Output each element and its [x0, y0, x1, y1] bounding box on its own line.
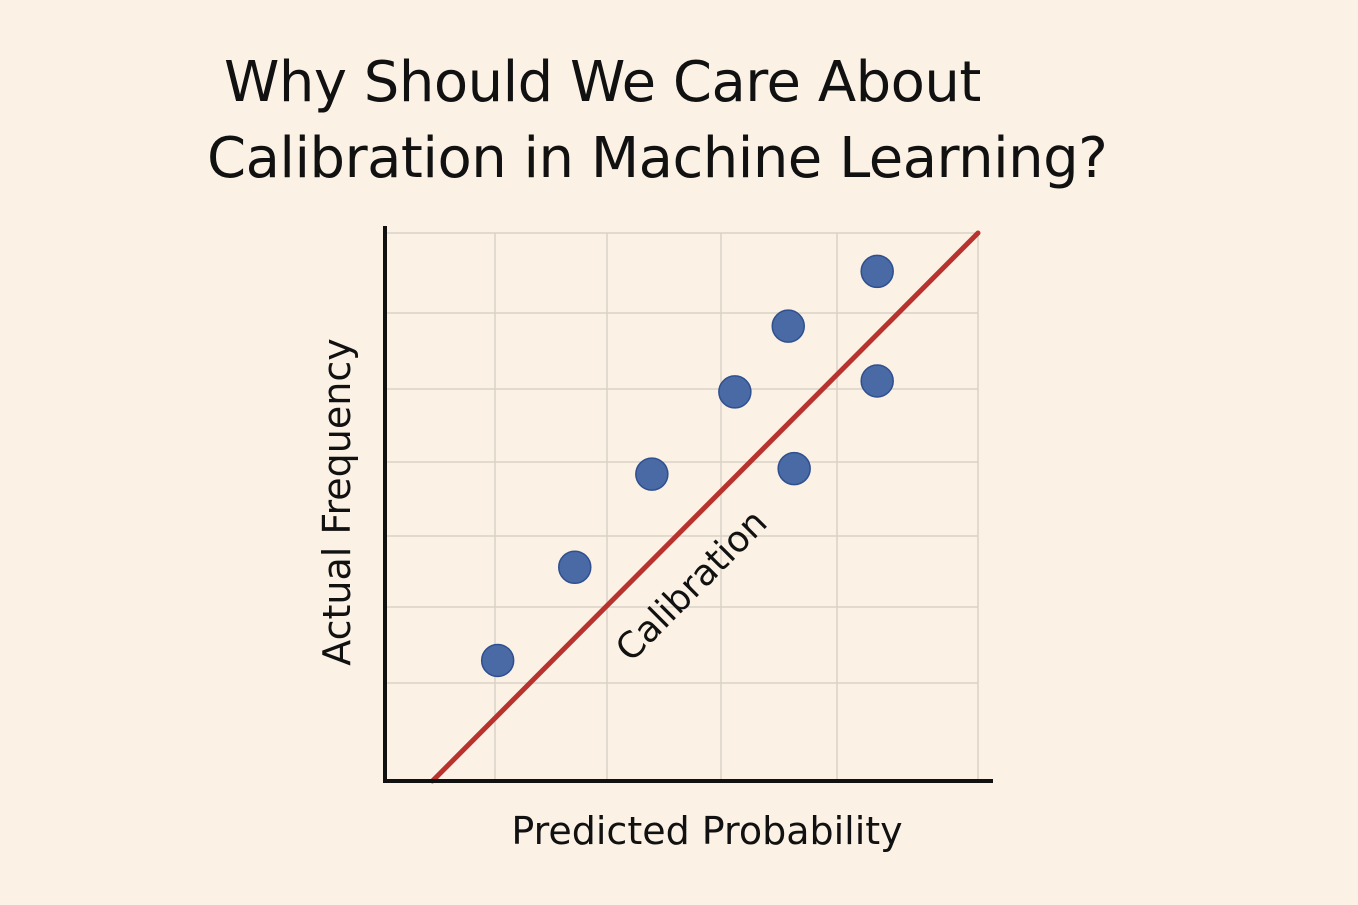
data-point-2 [558, 550, 592, 585]
x-axis-label: Predicted Probability [511, 809, 902, 853]
data-point-1 [480, 643, 515, 678]
data-point-7 [860, 254, 894, 289]
data-point-5 [771, 309, 805, 343]
data-point-6 [777, 451, 811, 486]
chart-title-line-1: Why Should We Care About [224, 50, 981, 115]
calibration-line-label: Calibration [608, 502, 775, 670]
y-axis-label: Actual Frequency [315, 338, 359, 665]
data-point-3 [635, 457, 669, 491]
chart-title-line-2: Calibration in Machine Learning? [207, 126, 1108, 191]
calibration-reference-line [429, 230, 981, 784]
data-point-8 [860, 364, 894, 398]
data-point-4 [718, 375, 752, 409]
data-points [480, 254, 894, 678]
grid [385, 232, 979, 781]
